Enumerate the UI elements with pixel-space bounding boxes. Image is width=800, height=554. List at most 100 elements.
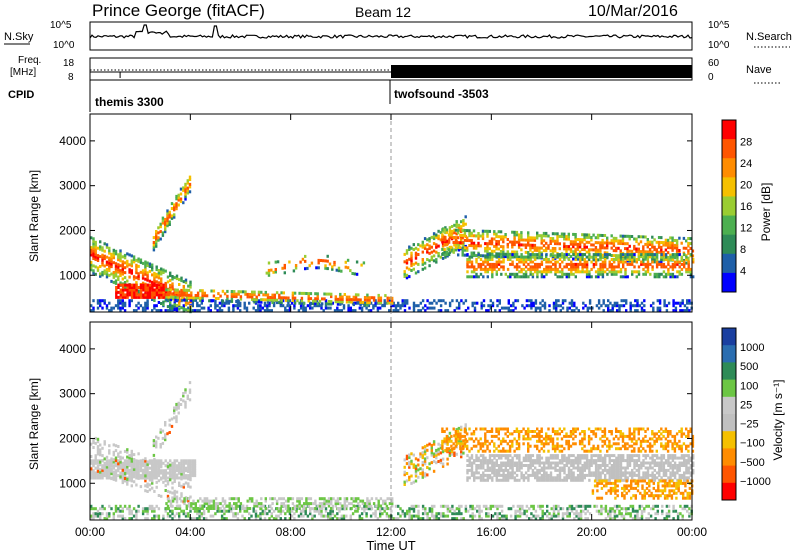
power-cell [160,283,163,287]
power-cell [153,281,156,285]
power-cell [517,235,521,239]
power-cell [597,270,600,274]
power-cell [388,309,391,313]
power-cell [468,275,471,279]
velocity-cell [379,504,383,508]
velocity-cell [176,507,179,510]
power-cell [545,249,548,253]
power-cell [533,248,537,252]
power-cell [617,270,620,274]
velocity-cell [189,474,192,478]
velocity-cell [350,507,353,510]
velocity-cell [475,437,478,441]
power-cell [426,299,429,303]
velocity-cell [445,437,449,441]
power-cell [628,258,632,261]
power-cell [183,298,186,302]
power-cell [298,291,301,295]
power-cell [652,306,655,310]
velocity-cell [108,444,111,448]
velocity-cell [117,452,120,456]
power-cell [617,241,620,245]
power-cell [506,245,509,249]
velocity-cell [540,430,543,433]
power-cell [468,229,471,233]
power-cell [660,260,663,264]
power-cell [466,246,469,250]
velocity-cell [166,514,170,518]
power-cell [171,307,174,311]
power-cell [166,305,170,309]
power-cell [527,236,530,240]
velocity-cell [228,504,231,508]
velocity-cell [293,504,296,508]
power-cell [441,256,445,260]
power-cell [644,242,647,246]
power-cell [599,243,602,247]
power-cell [669,246,672,250]
power-cell [144,301,147,305]
power-cell [128,290,131,294]
power-cell [642,250,645,254]
power-cell [658,262,661,266]
power-cell [619,270,623,274]
power-cell [403,260,406,264]
velocity-cell [386,497,389,501]
velocity-cell [517,437,521,441]
velocity-cell [171,491,174,495]
velocity-cell [255,499,258,503]
velocity-cell [101,464,104,468]
velocity-cell [486,447,489,451]
power-cell [601,256,604,260]
power-cell [304,267,307,271]
velocity-cell [245,509,249,513]
power-cell [347,309,350,313]
power-cell [310,261,314,265]
velocity-cell [144,464,147,468]
power-cell [232,309,235,313]
velocity-cell [588,504,592,508]
velocity-cell [141,476,145,480]
velocity-cell [121,478,124,482]
power-cell [604,270,607,274]
velocity-cell [490,430,494,433]
power-cell [472,254,476,257]
power-cell [549,260,553,264]
velocity-cell [299,509,303,513]
power-cell [330,295,333,299]
power-cell [646,267,650,271]
velocity-cell [171,496,174,500]
power-cell [244,290,247,294]
velocity-cell [487,512,490,516]
power-cell [151,295,154,299]
power-cell [159,225,162,229]
power-cell [570,265,573,269]
power-cell [201,299,204,303]
velocity-cell [462,517,465,521]
power-cell [348,298,351,302]
power-cell [655,265,659,269]
power-cell [316,302,319,306]
velocity-cell [101,466,104,470]
velocity-cell [587,449,591,453]
power-cell [592,262,596,266]
power-cell [274,268,277,271]
power-cell [314,302,317,306]
power-cell [486,270,489,274]
power-cell [344,265,347,269]
velocity-cell [507,507,510,511]
velocity-cell [575,512,578,516]
velocity-cell [284,507,288,510]
power-cell [244,292,247,296]
power-cell [293,306,296,310]
velocity-cell [527,444,530,448]
power-cell [146,278,149,282]
power-cell [549,267,553,271]
power-cell [565,272,568,276]
velocity-cell [515,430,519,433]
velocity-cell [601,430,604,433]
power-cell [124,288,127,292]
velocity-cell [155,459,158,463]
power-cell [591,306,594,310]
power-cell [592,265,596,269]
